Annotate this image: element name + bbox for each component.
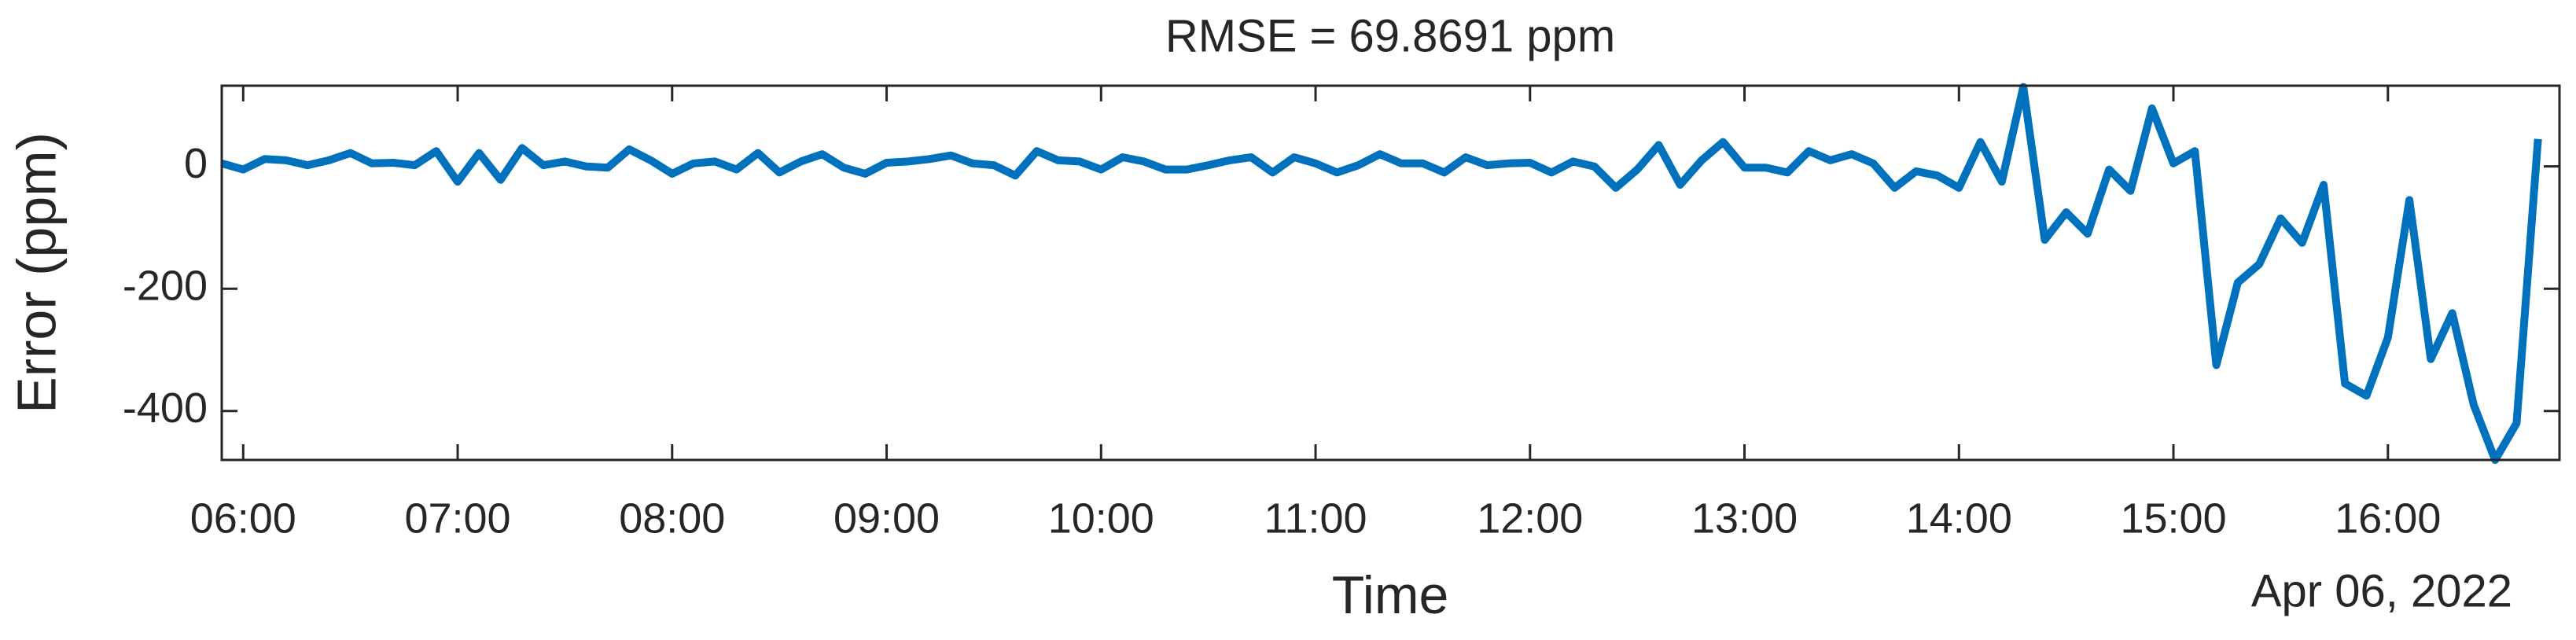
chart-title: RMSE = 69.8691 ppm bbox=[1165, 10, 1615, 61]
x-tick-label: 16:00 bbox=[2335, 495, 2441, 542]
x-axis-label: Time bbox=[1332, 565, 1449, 625]
x-tick-label: 06:00 bbox=[190, 495, 296, 542]
x-tick-label: 08:00 bbox=[619, 495, 725, 542]
data-line bbox=[220, 83, 2542, 464]
x-tick-label: 10:00 bbox=[1048, 495, 1154, 542]
y-tick-label: 0 bbox=[184, 140, 208, 187]
x-tick-label: 11:00 bbox=[1264, 495, 1367, 542]
y-axis-label: Error (ppm) bbox=[6, 132, 67, 414]
x-tick-label: 15:00 bbox=[2120, 495, 2226, 542]
x-tick-label: 14:00 bbox=[1906, 495, 2012, 542]
x-tick-label: 13:00 bbox=[1691, 495, 1798, 542]
x-tick-label: 07:00 bbox=[404, 495, 510, 542]
date-label: Apr 06, 2022 bbox=[2251, 565, 2512, 616]
y-tick-label: -200 bbox=[123, 262, 208, 309]
x-tick-label: 12:00 bbox=[1477, 495, 1583, 542]
y-tick-label: -400 bbox=[123, 384, 208, 432]
x-tick-label: 09:00 bbox=[834, 495, 940, 542]
axes-box bbox=[220, 84, 2561, 462]
